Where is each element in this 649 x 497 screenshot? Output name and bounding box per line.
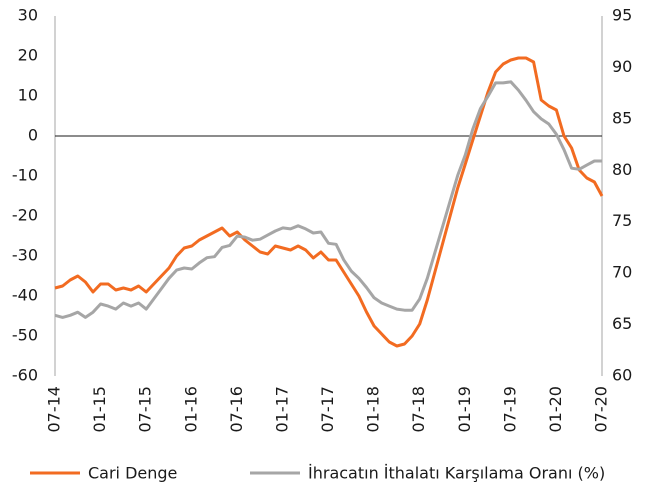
x-tick-label: 07-15 bbox=[136, 386, 155, 433]
y2-tick-label: 90 bbox=[612, 57, 632, 76]
y2-tick-label: 60 bbox=[612, 366, 632, 385]
y2-tick-label: 75 bbox=[612, 211, 632, 230]
y2-tick-label: 80 bbox=[612, 160, 632, 179]
y-tick-label: -60 bbox=[12, 366, 38, 385]
x-tick-label: 01-19 bbox=[455, 386, 474, 433]
x-tick-label: 07-17 bbox=[318, 386, 337, 433]
line-series bbox=[54, 80, 602, 319]
x-tick-label: 01-16 bbox=[181, 386, 200, 433]
x-tick-label: 07-19 bbox=[500, 386, 519, 433]
legend-label: Cari Denge bbox=[88, 464, 177, 483]
y-tick-label: -20 bbox=[12, 206, 38, 225]
y-tick-label: 30 bbox=[18, 6, 38, 25]
y2-tick-label: 65 bbox=[612, 314, 632, 333]
line-series bbox=[54, 56, 604, 348]
x-tick-label: 07-18 bbox=[409, 386, 428, 433]
x-tick-label: 01-18 bbox=[364, 386, 383, 433]
x-tick-label: 01-17 bbox=[272, 386, 291, 433]
x-tick-label: 01-15 bbox=[90, 386, 109, 433]
y-tick-label: 10 bbox=[18, 86, 38, 105]
legend-label: İhracatın İthalatı Karşılama Oranı (%) bbox=[308, 464, 605, 483]
x-tick-label: 07-16 bbox=[227, 386, 246, 433]
y-tick-label: -50 bbox=[12, 326, 38, 345]
x-tick-label: 07-14 bbox=[45, 386, 64, 433]
y2-tick-label: 85 bbox=[612, 108, 632, 127]
y-tick-label: 0 bbox=[28, 126, 38, 145]
y2-tick-label: 70 bbox=[612, 263, 632, 282]
y-tick-label: 20 bbox=[18, 46, 38, 65]
x-tick-label: 07-20 bbox=[592, 386, 611, 433]
y-tick-label: -40 bbox=[12, 286, 38, 305]
y-tick-label: -10 bbox=[12, 166, 38, 185]
y-tick-label: -30 bbox=[12, 246, 38, 265]
y2-tick-label: 95 bbox=[612, 6, 632, 25]
x-tick-label: 01-20 bbox=[546, 386, 565, 433]
